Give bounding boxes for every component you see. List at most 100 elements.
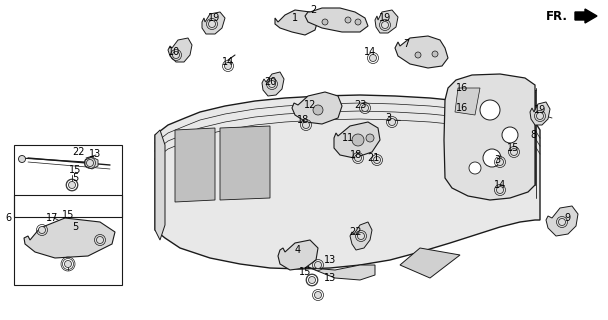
Circle shape <box>362 105 368 111</box>
Circle shape <box>322 19 328 25</box>
Circle shape <box>497 187 503 194</box>
Text: 9: 9 <box>564 213 570 223</box>
Circle shape <box>381 21 389 28</box>
Polygon shape <box>220 126 270 200</box>
Text: 22: 22 <box>350 227 362 237</box>
Text: 3: 3 <box>494 155 500 165</box>
Bar <box>14 195 122 285</box>
Text: 19: 19 <box>208 13 220 23</box>
Circle shape <box>389 118 395 125</box>
Text: 4: 4 <box>295 245 301 255</box>
Polygon shape <box>275 10 318 35</box>
Polygon shape <box>292 92 342 124</box>
Circle shape <box>432 51 438 57</box>
Circle shape <box>308 276 316 284</box>
Circle shape <box>224 62 232 69</box>
Polygon shape <box>155 95 540 269</box>
Circle shape <box>502 127 518 143</box>
Text: 19: 19 <box>534 105 546 115</box>
Circle shape <box>559 219 565 226</box>
Polygon shape <box>400 248 460 278</box>
Text: 18: 18 <box>297 115 309 125</box>
Text: 15: 15 <box>507 143 519 153</box>
Polygon shape <box>262 72 284 96</box>
Text: 14: 14 <box>494 180 506 190</box>
Circle shape <box>345 17 351 23</box>
Polygon shape <box>444 74 535 200</box>
Text: 14: 14 <box>364 47 376 57</box>
Text: 17: 17 <box>46 213 58 223</box>
Circle shape <box>469 162 481 174</box>
Text: 1: 1 <box>292 13 298 23</box>
Polygon shape <box>168 38 192 62</box>
Text: 11: 11 <box>342 133 354 143</box>
Text: 19: 19 <box>379 13 391 23</box>
Text: 3: 3 <box>385 113 391 123</box>
Polygon shape <box>530 102 550 125</box>
Text: 22: 22 <box>72 147 85 157</box>
Polygon shape <box>300 260 375 280</box>
Polygon shape <box>85 157 98 169</box>
Circle shape <box>370 54 376 61</box>
Text: 2: 2 <box>310 5 316 15</box>
Polygon shape <box>375 10 398 33</box>
Circle shape <box>64 260 72 268</box>
Circle shape <box>480 100 500 120</box>
Circle shape <box>511 148 517 156</box>
Text: 10: 10 <box>168 47 180 57</box>
Polygon shape <box>546 206 578 236</box>
Text: 23: 23 <box>354 100 366 110</box>
Text: 5: 5 <box>72 222 78 232</box>
Circle shape <box>173 52 179 59</box>
Circle shape <box>415 52 421 58</box>
Text: 5: 5 <box>72 173 78 183</box>
Text: 13: 13 <box>324 273 336 283</box>
Text: 8: 8 <box>530 130 536 140</box>
Circle shape <box>536 113 544 119</box>
Polygon shape <box>155 130 165 240</box>
Circle shape <box>313 105 323 115</box>
Circle shape <box>497 158 503 165</box>
Polygon shape <box>24 218 115 258</box>
Circle shape <box>373 156 381 164</box>
Text: 14: 14 <box>222 57 234 67</box>
Polygon shape <box>175 128 215 202</box>
Text: 12: 12 <box>304 100 316 110</box>
Text: 6: 6 <box>5 213 11 223</box>
Circle shape <box>97 236 103 244</box>
Circle shape <box>314 261 322 268</box>
Text: 18: 18 <box>350 150 362 160</box>
FancyArrow shape <box>575 9 597 23</box>
Circle shape <box>366 134 374 142</box>
Text: 16: 16 <box>456 83 468 93</box>
Text: 7: 7 <box>403 39 409 49</box>
Circle shape <box>69 181 75 188</box>
Polygon shape <box>334 122 380 158</box>
Text: 21: 21 <box>367 153 379 163</box>
Text: 20: 20 <box>264 77 276 87</box>
Polygon shape <box>202 12 225 34</box>
Circle shape <box>303 122 309 129</box>
Circle shape <box>352 134 364 146</box>
Circle shape <box>355 19 361 25</box>
Polygon shape <box>305 8 368 32</box>
Circle shape <box>18 156 26 163</box>
Polygon shape <box>455 88 480 115</box>
Circle shape <box>38 227 46 234</box>
Circle shape <box>354 155 362 162</box>
Polygon shape <box>350 222 372 250</box>
Text: 15: 15 <box>299 267 311 277</box>
Text: 15: 15 <box>69 165 81 175</box>
Bar <box>14 145 122 217</box>
Circle shape <box>86 159 94 166</box>
Circle shape <box>209 20 215 28</box>
Circle shape <box>314 292 322 299</box>
Circle shape <box>269 81 275 87</box>
Text: 13: 13 <box>89 149 101 159</box>
Text: 15: 15 <box>62 210 74 220</box>
Polygon shape <box>395 36 448 68</box>
Text: 13: 13 <box>324 255 336 265</box>
Text: 16: 16 <box>456 103 468 113</box>
Circle shape <box>483 149 501 167</box>
Circle shape <box>358 233 365 239</box>
